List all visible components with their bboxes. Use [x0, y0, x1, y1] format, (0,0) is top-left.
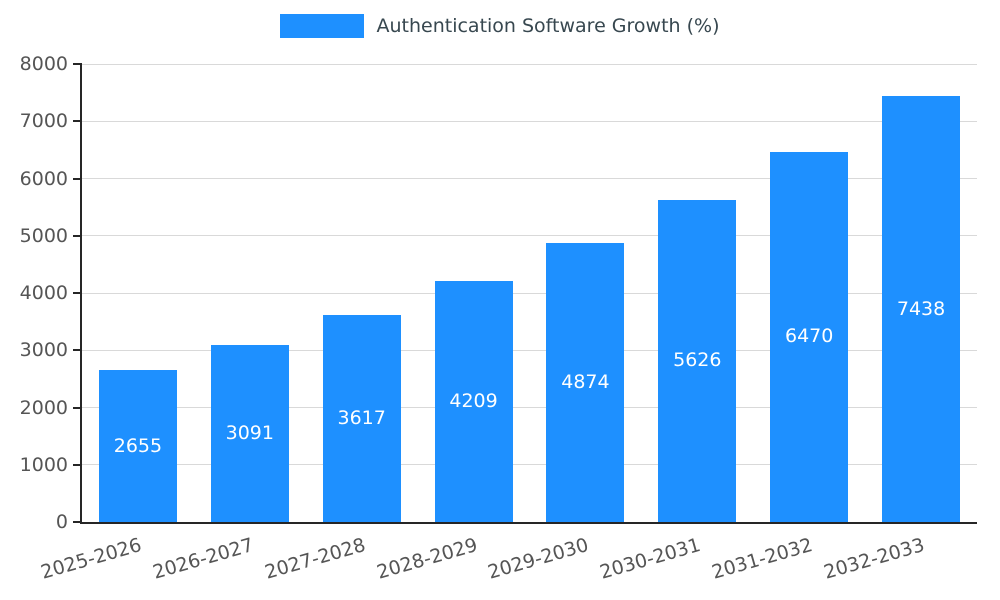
y-axis-label: 4000: [19, 282, 68, 304]
y-axis-label: 3000: [19, 339, 68, 362]
bar: 3617: [322, 314, 401, 522]
bar-value-label: 3617: [337, 406, 386, 429]
legend-swatch: [280, 14, 365, 38]
y-axis-label: 6000: [19, 167, 68, 190]
gridline: [82, 63, 977, 65]
y-axis-label: 2000: [19, 396, 68, 419]
bar: 4209: [434, 281, 513, 522]
bar-value-label: 6470: [785, 325, 834, 348]
y-axis-label: 5000: [19, 224, 68, 247]
y-axis-tick: [73, 234, 82, 237]
bar: 2655: [98, 370, 177, 522]
bar-value-label: 2655: [113, 434, 163, 457]
y-axis-label: 1000: [19, 453, 68, 476]
plot-area: 0 1000 2000 3000 4000 5000 6000 7000 8000 2655 202…: [20, 53, 977, 584]
gridline: [82, 120, 977, 122]
y-axis-tick: [73, 521, 82, 523]
y-axis-tick: [73, 406, 82, 409]
gridline: [82, 178, 977, 179]
bar-value-label: 4874: [561, 370, 610, 393]
legend: Authentication Software Growth (%): [0, 14, 1000, 38]
y-axis-label: 7000: [19, 110, 68, 133]
y-axis-tick: [73, 463, 82, 466]
bar-value-label: 4209: [449, 390, 498, 413]
bar: 3091: [210, 345, 289, 522]
bar: 4874: [546, 242, 625, 522]
gridline: [82, 235, 977, 237]
y-axis-tick: [73, 292, 82, 294]
gridline: [82, 292, 977, 294]
bar-value-label: 3091: [225, 422, 274, 445]
legend-label: Authentication Software Growth (%): [376, 14, 720, 37]
y-axis-label: 8000: [19, 53, 68, 75]
gridline: [82, 464, 977, 466]
y-axis-tick: [73, 63, 82, 65]
gridline: [82, 349, 977, 351]
y-axis-tick: [73, 120, 82, 123]
gridline: [82, 407, 977, 408]
bar-value-label: 7438: [896, 297, 946, 320]
bar: 6470: [770, 151, 849, 522]
y-axis-label: 0: [55, 511, 68, 533]
bar-value-label: 5626: [673, 349, 722, 372]
bar: 7438: [882, 96, 961, 522]
y-axis-tick: [73, 349, 82, 352]
bar: 5626: [658, 199, 737, 522]
y-axis-tick: [73, 177, 82, 180]
